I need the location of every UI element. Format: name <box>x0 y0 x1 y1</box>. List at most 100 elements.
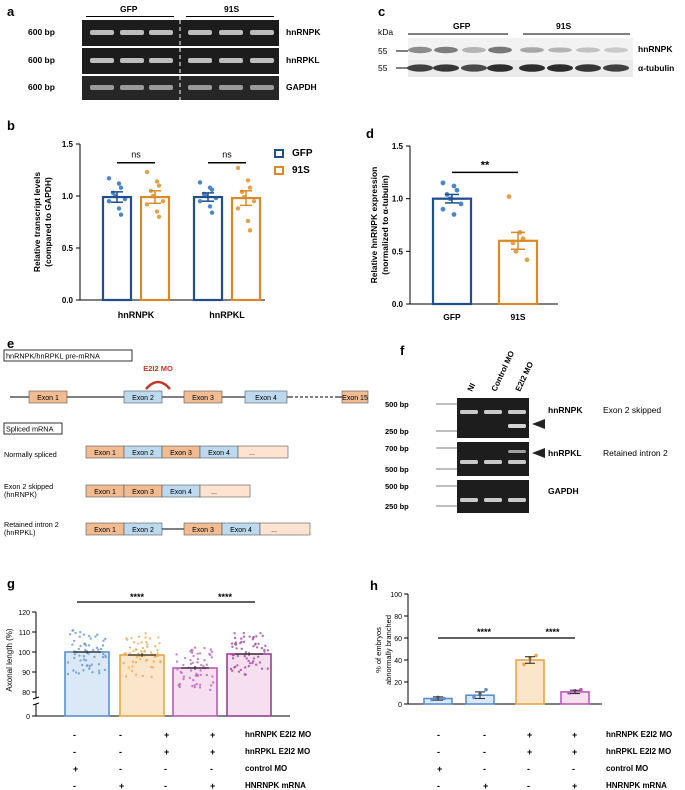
g-point <box>88 667 91 670</box>
b-bar-GFP <box>192 195 224 302</box>
g-point <box>259 631 262 635</box>
condition-sign: + <box>572 781 578 790</box>
g-point <box>245 657 248 660</box>
h-point <box>442 696 446 701</box>
f-size: 700 bp <box>385 444 409 453</box>
f-band-retained <box>508 450 526 453</box>
g-point <box>144 636 147 639</box>
g-point <box>66 672 70 676</box>
b-point <box>209 210 215 215</box>
panel-g-letter: g <box>7 576 15 591</box>
g-point <box>91 648 95 652</box>
f-band-skipped <box>508 424 526 428</box>
condition-sign: + <box>119 781 125 790</box>
g-bar <box>119 654 165 717</box>
g-point <box>79 659 82 662</box>
g-point <box>102 639 105 642</box>
panel-a-group-91s: 91S <box>224 4 240 14</box>
panel-a-gene-2: hnRPKL <box>286 55 320 65</box>
g-point <box>260 646 264 650</box>
g-point <box>137 642 140 645</box>
condition-sign: + <box>572 747 578 757</box>
f-size: 500 bp <box>385 482 409 491</box>
b-point <box>154 179 160 184</box>
h-point <box>522 662 526 667</box>
f-gel <box>457 398 529 438</box>
e-pre-exon <box>28 390 68 404</box>
b-category: hnRPKL <box>209 310 245 320</box>
b-point <box>122 196 128 202</box>
condition-sign: + <box>73 764 79 774</box>
condition-label: hnRNPK E2I2 MO <box>606 730 673 739</box>
panel-c-letter: c <box>378 4 386 19</box>
h-point <box>484 687 488 692</box>
g-point <box>196 657 200 661</box>
b-ytick-label: 1.0 <box>62 192 74 201</box>
f-gene: hnRPKL <box>548 448 582 458</box>
d-point <box>513 248 519 254</box>
g-ytick-label: 80 <box>22 690 30 697</box>
g-point <box>195 682 198 686</box>
h-point <box>579 687 583 692</box>
h-point <box>472 695 476 700</box>
f-gel <box>457 480 529 513</box>
g-point <box>248 635 251 638</box>
h-point <box>567 691 571 695</box>
g-point <box>150 675 153 679</box>
g-point <box>89 637 92 640</box>
e-exon-label: ... <box>271 527 277 534</box>
h-ytick-label: 20 <box>394 680 402 687</box>
condition-sign: - <box>483 730 486 740</box>
e-pre-exon-label: Exon 4 <box>255 395 277 402</box>
condition-sign: + <box>483 781 489 790</box>
h-ylabel-line: abnormally branched <box>384 615 393 685</box>
e-pre-exon-label: Exon 3 <box>192 395 214 402</box>
g-point <box>83 642 86 645</box>
g-point <box>134 648 138 651</box>
g-point <box>130 669 134 672</box>
g-point <box>211 675 214 678</box>
g-point <box>90 663 93 666</box>
condition-sign: - <box>73 730 76 740</box>
g-point <box>263 650 266 653</box>
g-point <box>148 637 152 640</box>
g-point <box>179 670 183 674</box>
panel-d-chart: 0.0 0.5 1.0 1.5 Relative hnRNPK expression(n… <box>369 142 558 322</box>
g-point <box>77 647 80 651</box>
condition-sign: + <box>164 747 170 757</box>
b-point <box>207 204 213 209</box>
e-premrna-label: hnRNPK/hnRPKL pre-mRNA <box>6 352 100 361</box>
condition-label: control MO <box>606 764 649 773</box>
g-point <box>196 674 200 677</box>
g-point <box>124 652 128 655</box>
g-point <box>234 641 238 644</box>
condition-sign: - <box>527 764 530 774</box>
g-ytick-label: 100 <box>18 650 30 657</box>
condition-sign: + <box>527 747 533 757</box>
f-gene: GAPDH <box>548 486 579 496</box>
g-point <box>73 653 77 656</box>
d-ylabel-line: (normalized to α-tubulin) <box>380 175 390 275</box>
condition-sign: + <box>210 781 216 790</box>
h-sig-label-2: **** <box>545 627 560 637</box>
panel-e-diagram: hnRNPK/hnRPKL pre-mRNA Exon 1 Exon 2 Exon 3… <box>3 349 369 537</box>
e-exon-label: Exon 4 <box>170 489 192 496</box>
condition-sign: + <box>210 730 216 740</box>
d-point <box>440 180 446 186</box>
h-ytick-label: 80 <box>394 614 402 621</box>
g-point <box>146 643 149 646</box>
panel-a-size-3: 600 bp <box>28 82 55 92</box>
e-mo-arc <box>145 380 171 390</box>
e-row-label: Normally spliced <box>4 450 57 459</box>
condition-label: HNRNPK mRNA <box>606 781 667 790</box>
g-point <box>251 660 255 663</box>
g-point <box>205 663 209 666</box>
g-point <box>198 683 202 686</box>
h-bar <box>515 659 545 705</box>
f-band <box>508 498 526 502</box>
b-ytick-label: 1.5 <box>62 140 74 149</box>
g-point <box>91 671 94 674</box>
g-point <box>104 637 107 641</box>
h-point <box>430 697 434 702</box>
g-point <box>199 673 202 677</box>
